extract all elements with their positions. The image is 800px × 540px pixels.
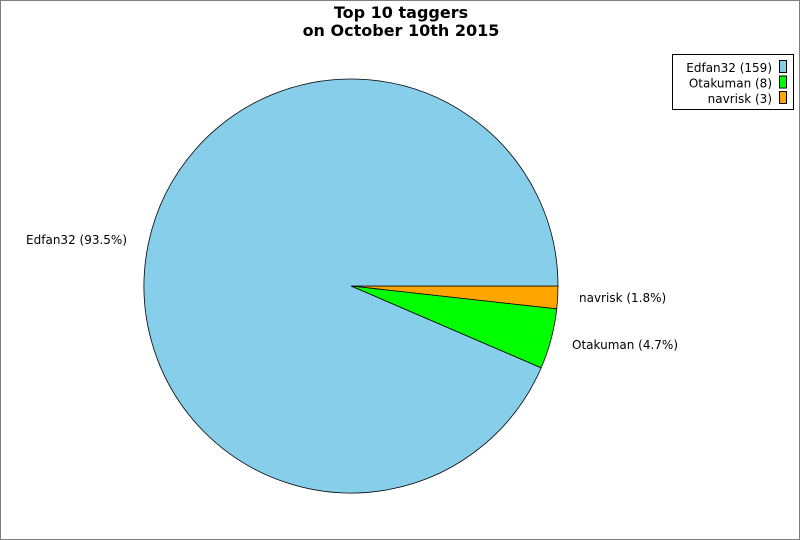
chart-title-line-2: on October 10th 2015 xyxy=(303,21,500,40)
slice-label-navrisk: navrisk (1.8%) xyxy=(579,291,666,305)
legend-swatch-edfan32 xyxy=(779,60,787,73)
legend-swatch-navrisk xyxy=(779,91,787,104)
chart-title-line-1: Top 10 taggers xyxy=(334,3,468,22)
legend-label-navrisk: navrisk (3) xyxy=(708,92,772,106)
slice-label-edfan32: Edfan32 (93.5%) xyxy=(26,233,127,247)
legend-label-otakuman: Otakuman (8) xyxy=(689,77,772,91)
legend-swatch-otakuman xyxy=(779,75,787,89)
pie-slice-edfan32 xyxy=(143,78,559,494)
legend: Edfan32 (159) Otakuman (8)navrisk (3) xyxy=(672,54,794,110)
legend-label-edfan32: Edfan32 (159) xyxy=(686,61,772,75)
slice-label-otakuman: Otakuman (4.7%) xyxy=(572,338,678,352)
legend-box xyxy=(672,54,794,110)
